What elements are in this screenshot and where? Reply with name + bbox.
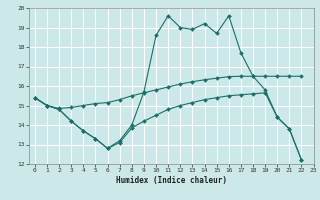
- X-axis label: Humidex (Indice chaleur): Humidex (Indice chaleur): [116, 176, 227, 185]
